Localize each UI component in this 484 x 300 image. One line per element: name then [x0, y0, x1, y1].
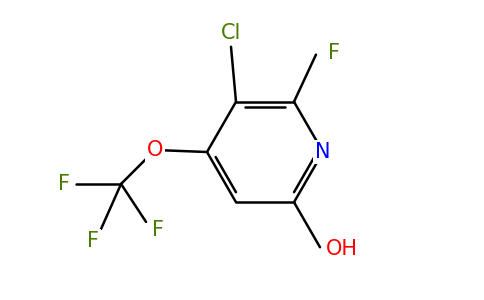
Text: F: F: [328, 43, 340, 63]
Text: N: N: [315, 142, 331, 162]
Text: F: F: [152, 220, 164, 240]
Text: O: O: [147, 140, 163, 160]
Text: Cl: Cl: [221, 23, 241, 43]
Text: OH: OH: [326, 239, 358, 259]
Text: F: F: [58, 174, 70, 194]
Text: F: F: [87, 231, 99, 251]
